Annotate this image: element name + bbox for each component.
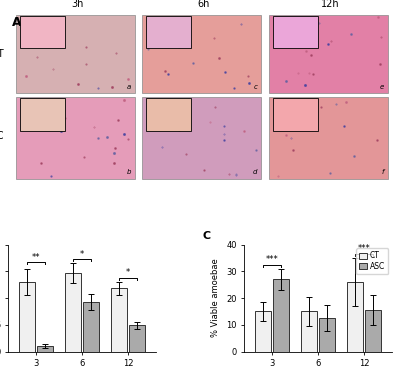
Text: a: a	[127, 84, 131, 90]
FancyBboxPatch shape	[146, 98, 192, 131]
FancyBboxPatch shape	[146, 16, 192, 48]
Bar	[319, 318, 335, 352]
Text: CT: CT	[0, 49, 4, 59]
FancyBboxPatch shape	[16, 14, 135, 93]
Bar	[129, 325, 145, 352]
Text: ***: ***	[358, 245, 371, 253]
FancyBboxPatch shape	[269, 97, 388, 179]
Bar	[37, 346, 53, 351]
FancyBboxPatch shape	[142, 97, 262, 179]
Bar	[255, 312, 271, 351]
Text: e: e	[380, 84, 384, 90]
Text: **: **	[32, 253, 40, 262]
Text: c: c	[254, 84, 258, 90]
Text: *: *	[126, 268, 130, 277]
Bar	[365, 310, 381, 352]
Text: ASC: ASC	[0, 131, 4, 141]
FancyBboxPatch shape	[16, 97, 135, 179]
FancyBboxPatch shape	[273, 98, 318, 131]
Text: A: A	[12, 16, 22, 29]
Bar	[301, 312, 317, 351]
FancyBboxPatch shape	[20, 98, 65, 131]
Text: *: *	[80, 249, 84, 259]
Bar	[347, 282, 363, 352]
Text: 6h: 6h	[198, 0, 210, 9]
Text: b: b	[126, 169, 131, 175]
Text: ***: ***	[266, 255, 278, 264]
FancyBboxPatch shape	[273, 16, 318, 48]
Text: C: C	[203, 231, 211, 241]
Text: 3h: 3h	[71, 0, 83, 9]
Text: d: d	[253, 169, 258, 175]
Text: f: f	[382, 169, 384, 175]
Legend: CT, ASC: CT, ASC	[356, 248, 388, 274]
Bar	[83, 302, 99, 351]
Y-axis label: % Viable amoebae: % Viable amoebae	[212, 259, 220, 337]
FancyBboxPatch shape	[142, 14, 262, 93]
Bar	[273, 279, 289, 352]
Bar	[19, 282, 35, 352]
Bar	[111, 289, 127, 352]
Bar	[65, 273, 81, 352]
FancyBboxPatch shape	[20, 16, 65, 48]
Text: 12h: 12h	[321, 0, 340, 9]
FancyBboxPatch shape	[269, 14, 388, 93]
